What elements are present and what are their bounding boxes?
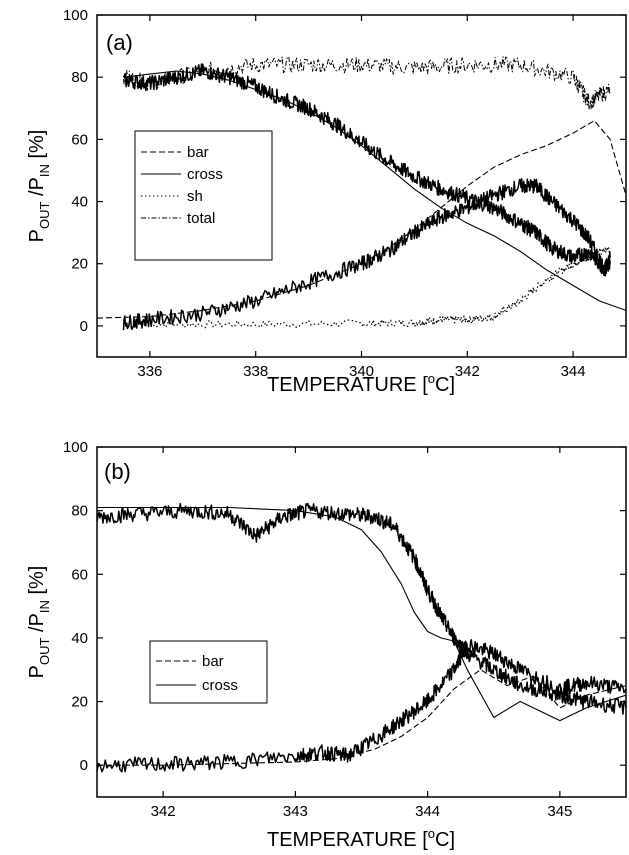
- legend-items-a: bar cross sh total: [141, 144, 223, 227]
- x-tick-label: 342: [151, 803, 176, 820]
- panel-label-b: (b): [104, 459, 131, 484]
- chart-panel-a: 336 338 340 342 344 0 20 40 60 80 100 (a) bar cross…: [26, 7, 627, 396]
- series-group: [97, 56, 626, 331]
- legend-b: bar cross: [149, 640, 268, 704]
- plot-area-a: [97, 56, 626, 331]
- x-axis-label-sup-b: o: [428, 826, 435, 841]
- series-group: [97, 502, 626, 773]
- panel-label-a: (a): [106, 30, 133, 55]
- legend-label: cross: [187, 166, 223, 183]
- y-axis-label-a: POUT /PIN [%]: [26, 130, 52, 243]
- y-tick-label: 20: [71, 694, 88, 711]
- y-tick-label: 100: [63, 439, 88, 456]
- y-axis-label-p1-b: P: [26, 665, 48, 678]
- y-tick-label: 0: [80, 318, 88, 335]
- y-tick-label: 0: [80, 757, 88, 774]
- x-axis-label-sup-a: o: [428, 371, 435, 386]
- axes-ticks-b: 342 343 344 345 0 20 40 60 80 100: [63, 439, 626, 820]
- x-tick-label: 345: [547, 803, 572, 820]
- x-axis-label-end-b: C]: [435, 829, 455, 851]
- x-axis-label-main-b: TEMPERATURE [: [267, 829, 428, 851]
- y-tick-label: 40: [71, 194, 88, 211]
- y-axis-label-sub1-b: OUT: [37, 638, 52, 666]
- y-axis-label-end-b: [%]: [26, 566, 48, 600]
- x-axis-label-b: TEMPERATURE [oC]: [267, 826, 455, 851]
- y-tick-label: 80: [71, 503, 88, 520]
- y-axis-label-sub2-b: IN: [37, 600, 52, 613]
- x-axis-label-main-a: TEMPERATURE [: [267, 374, 428, 396]
- series-line-cross-measured: [97, 502, 626, 715]
- x-tick-label: 343: [283, 803, 308, 820]
- legend-box-b: [149, 640, 268, 704]
- y-tick-label: 80: [71, 69, 88, 86]
- series-line-bar-measured: [97, 639, 626, 773]
- x-axis-label-a: TEMPERATURE [oC]: [267, 371, 455, 396]
- x-tick-label: 336: [137, 363, 162, 380]
- plot-area-b: [97, 502, 626, 773]
- x-axis-label-end-a: C]: [435, 374, 455, 396]
- y-axis-label-end-a: [%]: [26, 130, 48, 164]
- plot-frame-b: [96, 446, 627, 798]
- series-line-cross: [97, 506, 626, 722]
- y-axis-label-mid-a: /P: [26, 177, 48, 201]
- legend-label: bar: [187, 144, 209, 161]
- y-axis-label-mid-b: /P: [26, 613, 48, 637]
- y-tick-label: 60: [71, 131, 88, 148]
- legend-label: sh: [187, 188, 203, 205]
- x-tick-label: 340: [349, 363, 374, 380]
- y-axis-label-b: POUT /PIN [%]: [26, 566, 52, 679]
- series-line-bar-measured: [122, 178, 611, 331]
- y-axis-label-sub2-a: IN: [37, 164, 52, 177]
- y-tick-label: 100: [63, 7, 88, 24]
- x-tick-label: 338: [243, 363, 268, 380]
- x-tick-label: 342: [455, 363, 480, 380]
- y-tick-label: 40: [71, 630, 88, 647]
- legend-label: total: [187, 210, 215, 227]
- legend-label: bar: [202, 653, 224, 670]
- x-tick-label: 344: [415, 803, 440, 820]
- y-tick-label: 60: [71, 566, 88, 583]
- x-tick-label: 344: [561, 363, 586, 380]
- series-line-sh: [149, 247, 611, 329]
- series-line-cross-measured: [122, 63, 611, 277]
- chart-panel-b: 342 343 344 345 0 20 40 60 80 100 (b) bar cross TE…: [26, 439, 627, 851]
- legend-label: cross: [202, 677, 238, 694]
- y-axis-label-p1-a: P: [26, 229, 48, 242]
- legend-a: bar cross sh total: [134, 130, 273, 261]
- y-axis-label-sub1-a: OUT: [37, 202, 52, 230]
- legend-items-b: bar cross: [156, 653, 238, 694]
- y-tick-label: 20: [71, 256, 88, 273]
- axes-ticks-a: 336 338 340 342 344 0 20 40 60 80 100: [63, 7, 626, 380]
